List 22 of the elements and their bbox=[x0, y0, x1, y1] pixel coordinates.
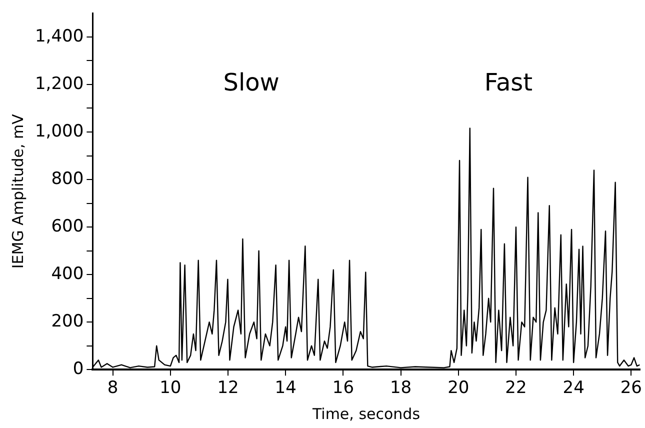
x-tick-label: 26 bbox=[620, 378, 642, 398]
x-tick-label: 8 bbox=[107, 378, 118, 398]
x-axis-title: Time, seconds bbox=[311, 404, 420, 423]
x-tick-label: 14 bbox=[274, 378, 296, 398]
annotation: Fast bbox=[484, 68, 533, 97]
y-tick-label: 600 bbox=[51, 216, 84, 236]
y-tick-label: 1,000 bbox=[34, 121, 84, 142]
x-tick-label: 22 bbox=[505, 378, 527, 398]
y-tick-label: 1,200 bbox=[34, 74, 84, 94]
x-tick-label: 16 bbox=[332, 378, 354, 398]
y-tick-label: 200 bbox=[51, 312, 84, 332]
y-tick-label: 800 bbox=[51, 168, 84, 189]
x-tick-label: 24 bbox=[562, 378, 584, 398]
x-tick-label: 18 bbox=[390, 378, 412, 398]
x-tick-label: 20 bbox=[448, 378, 470, 398]
y-axis-title: IEMG Amplitude, mV bbox=[8, 113, 27, 269]
y-tick-label: 0 bbox=[72, 359, 84, 380]
y-tick-label: 1,400 bbox=[34, 26, 84, 46]
x-tick-label: 12 bbox=[217, 378, 239, 398]
x-tick-label: 10 bbox=[160, 378, 182, 398]
annotation: Slow bbox=[223, 68, 280, 97]
y-tick-label: 400 bbox=[51, 264, 84, 284]
